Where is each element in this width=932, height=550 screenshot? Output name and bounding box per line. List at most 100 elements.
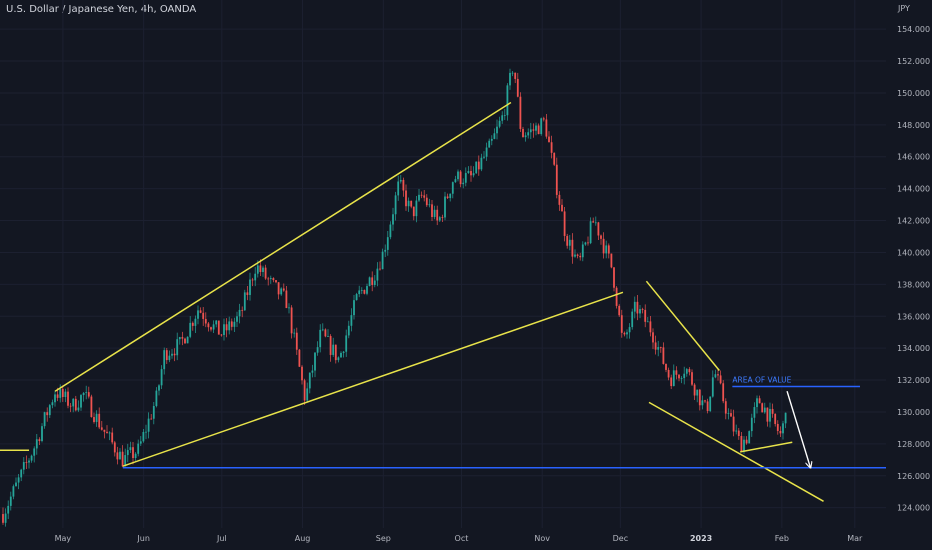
candle-body bbox=[769, 408, 771, 422]
candle-body bbox=[106, 431, 108, 434]
candle-body bbox=[173, 353, 176, 356]
candle-body bbox=[524, 135, 527, 138]
candle-body bbox=[574, 254, 576, 257]
candle-body bbox=[579, 255, 582, 258]
candle-body bbox=[111, 432, 114, 443]
candle-body bbox=[646, 321, 649, 323]
candle-body bbox=[371, 277, 374, 285]
candle-body bbox=[418, 194, 420, 201]
candle-body bbox=[176, 339, 179, 356]
candle-body bbox=[51, 402, 54, 406]
candle-body bbox=[194, 318, 197, 326]
candle-body bbox=[615, 287, 618, 306]
candle-body bbox=[340, 352, 342, 358]
candles bbox=[2, 68, 787, 527]
candle-body bbox=[4, 513, 7, 523]
candle-body bbox=[737, 430, 740, 436]
candle-body bbox=[319, 329, 322, 348]
area-of-value-label: AREA OF VALUE bbox=[732, 375, 791, 384]
candle-body bbox=[17, 477, 20, 483]
trendline bbox=[122, 291, 624, 467]
candle-body bbox=[178, 337, 181, 340]
candle-body bbox=[223, 324, 225, 335]
candle-body bbox=[735, 430, 738, 432]
candle-body bbox=[381, 251, 384, 270]
candle-body bbox=[407, 200, 410, 207]
candle-body bbox=[368, 277, 371, 287]
candle-body bbox=[272, 278, 275, 281]
candle-body bbox=[358, 290, 361, 295]
candle-body bbox=[225, 324, 228, 331]
candle-body bbox=[236, 316, 238, 322]
candle-body bbox=[353, 300, 355, 316]
candle-body bbox=[483, 156, 485, 158]
candle-body bbox=[698, 389, 701, 406]
candle-body bbox=[9, 496, 12, 506]
candle-body bbox=[30, 455, 33, 461]
candle-body bbox=[652, 332, 654, 343]
candle-body bbox=[48, 405, 51, 416]
candle-body bbox=[184, 338, 186, 344]
candle-body bbox=[587, 242, 589, 244]
candle-body bbox=[696, 389, 699, 396]
candle-body bbox=[7, 505, 10, 514]
candle-body bbox=[241, 309, 244, 311]
candle-body bbox=[657, 347, 660, 350]
price-tick-label: 132.000 bbox=[897, 376, 930, 385]
candle-body bbox=[425, 197, 428, 206]
candle-body bbox=[628, 327, 631, 333]
candle-body bbox=[441, 217, 444, 219]
candle-body bbox=[207, 323, 210, 328]
candle-body bbox=[685, 369, 688, 374]
time-tick-label: Oct bbox=[455, 534, 469, 543]
candle-body bbox=[204, 318, 207, 324]
candle-body bbox=[389, 224, 392, 238]
candle-body bbox=[665, 363, 667, 370]
candle-body bbox=[158, 385, 160, 391]
time-tick-label: Mar bbox=[847, 534, 863, 543]
trendline bbox=[740, 441, 793, 453]
candle-body bbox=[683, 373, 686, 379]
candle-body bbox=[454, 179, 457, 183]
candle-body bbox=[641, 309, 644, 310]
price-tick-label: 142.000 bbox=[897, 217, 930, 226]
candle-body bbox=[35, 439, 38, 449]
candle-body bbox=[571, 239, 574, 257]
candle-body bbox=[394, 195, 397, 215]
candle-body bbox=[771, 408, 774, 414]
candle-body bbox=[662, 347, 665, 364]
candle-body bbox=[228, 321, 231, 331]
candle-body bbox=[581, 244, 584, 258]
candle-body bbox=[600, 235, 602, 239]
candle-body bbox=[363, 289, 366, 294]
candle-body bbox=[706, 401, 709, 412]
candle-body bbox=[233, 321, 236, 327]
candle-body bbox=[561, 204, 563, 212]
candle-body bbox=[311, 370, 314, 373]
candle-body bbox=[503, 115, 506, 117]
time-axis: May Jun Jul Aug Sep Oct Nov Dec 2023 Feb Mar bbox=[55, 534, 863, 543]
drawings: AREA OF VALUE bbox=[0, 101, 886, 502]
candle-body bbox=[501, 115, 504, 121]
candle-body bbox=[405, 190, 407, 207]
candle-body bbox=[542, 118, 545, 120]
candle-body bbox=[334, 344, 337, 361]
candle-body bbox=[446, 196, 449, 199]
candle-body bbox=[43, 412, 46, 427]
candle-body bbox=[602, 238, 605, 254]
candle-body bbox=[568, 239, 571, 246]
price-tick-label: 124.000 bbox=[897, 504, 930, 513]
candle-body bbox=[719, 375, 722, 384]
candle-body bbox=[717, 374, 719, 376]
price-tick-label: 154.000 bbox=[897, 25, 930, 34]
candle-body bbox=[711, 377, 714, 397]
candle-body bbox=[740, 435, 743, 452]
candle-body bbox=[516, 78, 519, 97]
candle-body bbox=[631, 311, 634, 328]
candle-body bbox=[215, 320, 218, 325]
candle-body bbox=[553, 152, 556, 165]
candle-body bbox=[750, 417, 753, 432]
candle-body bbox=[509, 72, 511, 86]
